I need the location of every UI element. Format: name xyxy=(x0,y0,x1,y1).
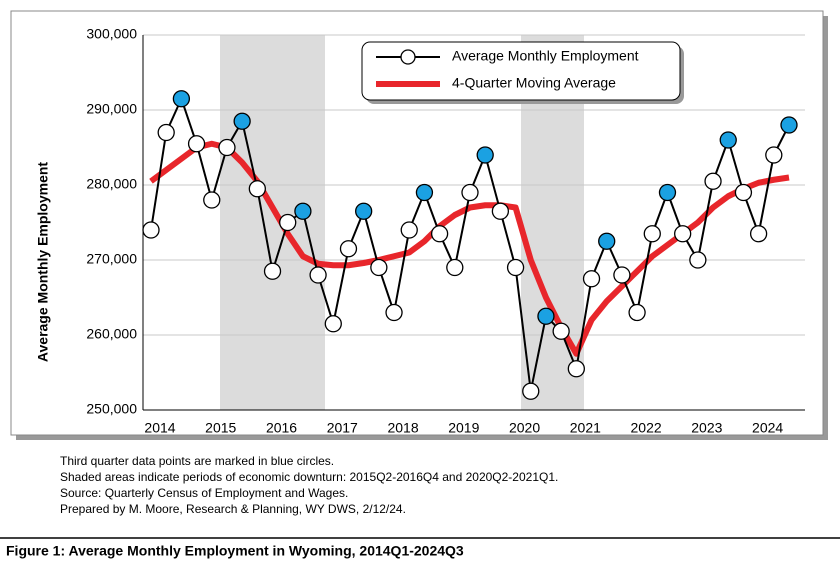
data-point xyxy=(749,225,768,243)
data-point xyxy=(598,232,616,250)
data-point xyxy=(218,138,236,157)
x-tick-label: 2014 xyxy=(144,420,175,436)
data-point xyxy=(187,135,206,153)
data-point xyxy=(552,322,570,340)
data-point xyxy=(765,146,783,164)
data-point xyxy=(689,251,707,269)
data-point xyxy=(643,225,661,243)
x-tick-label: 2020 xyxy=(509,420,540,436)
data-point xyxy=(400,221,418,239)
data-point xyxy=(780,116,798,134)
data-point xyxy=(142,221,160,239)
data-point xyxy=(263,262,282,280)
data-point xyxy=(430,225,449,243)
note: Third quarter data points are marked in … xyxy=(60,454,334,468)
data-point xyxy=(339,240,358,258)
y-tick-label: 270,000 xyxy=(86,251,137,267)
data-point xyxy=(172,90,191,108)
note: Source: Quarterly Census of Employment a… xyxy=(60,486,348,500)
y-tick-label: 260,000 xyxy=(86,326,137,342)
data-point xyxy=(157,123,175,142)
data-point xyxy=(446,258,464,277)
data-point xyxy=(506,258,525,277)
data-point xyxy=(658,183,677,202)
data-point xyxy=(355,202,373,220)
x-tick-label: 2023 xyxy=(691,420,722,436)
legend-label: Average Monthly Employment xyxy=(452,48,639,64)
data-point xyxy=(674,225,692,243)
data-point xyxy=(385,303,403,322)
data-point xyxy=(628,303,646,322)
x-tick-label: 2018 xyxy=(387,420,418,436)
x-tick-label: 2019 xyxy=(448,420,479,436)
data-point xyxy=(461,183,479,202)
data-point xyxy=(294,202,312,220)
data-point xyxy=(734,183,753,202)
x-tick-label: 2015 xyxy=(205,420,236,436)
data-point xyxy=(233,112,251,130)
data-point xyxy=(719,131,737,149)
x-tick-label: 2021 xyxy=(570,420,601,436)
data-point xyxy=(613,266,631,284)
data-point xyxy=(522,382,540,400)
legend-label: 4-Quarter Moving Average xyxy=(452,75,616,91)
legend xyxy=(361,41,681,101)
x-tick-label: 2016 xyxy=(266,420,297,436)
data-point xyxy=(704,172,722,190)
y-tick-label: 280,000 xyxy=(86,176,137,192)
caption: Figure 1: Average Monthly Employment in … xyxy=(6,543,464,559)
x-tick-label: 2017 xyxy=(327,420,358,436)
data-point xyxy=(309,266,327,284)
data-point xyxy=(370,258,388,277)
y-tick-label: 290,000 xyxy=(86,101,137,117)
data-point xyxy=(248,180,266,198)
data-point xyxy=(537,307,555,325)
x-tick-label: 2024 xyxy=(752,420,783,436)
data-point xyxy=(476,146,494,164)
data-point xyxy=(324,315,342,333)
note: Shaded areas indicate periods of economi… xyxy=(60,470,558,484)
y-axis-label: Average Monthly Employment xyxy=(35,162,51,363)
legend-marker xyxy=(400,49,416,65)
y-tick-label: 250,000 xyxy=(86,401,137,417)
x-tick-label: 2022 xyxy=(631,420,662,436)
y-tick-label: 300,000 xyxy=(86,26,137,42)
data-point xyxy=(279,213,297,232)
data-point xyxy=(203,191,221,209)
data-point xyxy=(582,270,601,288)
note: Prepared by M. Moore, Research & Plannin… xyxy=(60,502,406,516)
data-point xyxy=(491,202,510,220)
data-point xyxy=(567,360,585,378)
data-point xyxy=(415,183,434,202)
downturn-shade xyxy=(220,35,325,410)
